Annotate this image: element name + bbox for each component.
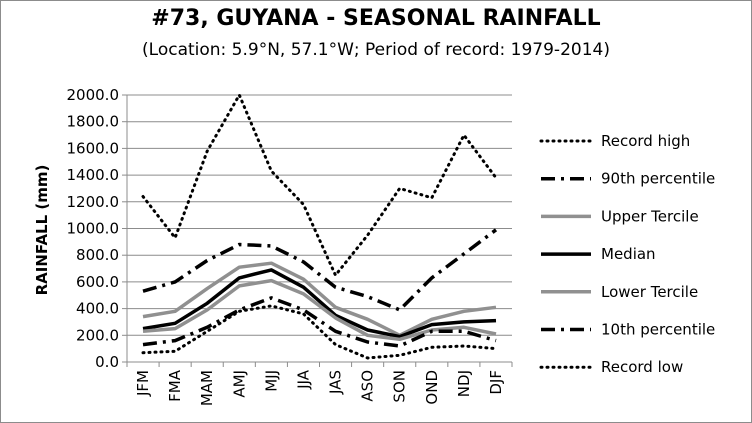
y-tick-label: 1200.0 — [67, 193, 120, 211]
x-tick-label: JJA — [294, 369, 312, 390]
y-tick-label: 1800.0 — [67, 113, 120, 131]
x-tick-label: MAM — [198, 370, 216, 406]
series-lines — [141, 93, 498, 360]
series-line-median — [142, 268, 497, 339]
gridlines — [127, 94, 512, 336]
y-tick-label: 800.0 — [76, 246, 119, 264]
legend-label: 90th percentile — [601, 170, 715, 188]
y-tick-label: 1400.0 — [67, 166, 120, 184]
y-tick-label: 600.0 — [76, 273, 119, 291]
x-tick-labels: JFM FMA MAM AMJ MJJ JJA JAS ASO SON OND NDJ DJF — [134, 369, 505, 406]
y-tick-label: 0.0 — [95, 353, 119, 371]
series-line-record-low — [141, 304, 498, 360]
legend-label: Record high — [601, 132, 690, 150]
legend-label: Lower Tercile — [601, 283, 698, 301]
x-tick-label: JAS — [327, 370, 345, 395]
y-tick-label: 200.0 — [76, 326, 119, 344]
x-tick-label: JFM — [134, 370, 152, 397]
x-tick-label: SON — [391, 370, 409, 403]
y-tick-label: 400.0 — [76, 300, 119, 318]
x-tick-label: OND — [423, 370, 441, 405]
series-line-record-high — [141, 93, 498, 277]
legend: Record high 90th percentile Upper Tercile M… — [539, 132, 715, 376]
series-line-10th-percentile — [142, 296, 497, 348]
legend-label: Record low — [601, 358, 683, 376]
y-tick-label: 2000.0 — [67, 86, 120, 104]
series-line-90th-percentile — [142, 228, 498, 312]
axes — [122, 94, 513, 367]
x-tick-label: ASO — [359, 370, 377, 402]
x-tick-label: AMJ — [230, 370, 248, 398]
legend-label: 10th percentile — [601, 321, 715, 339]
series-line-lower-tercile — [142, 278, 497, 342]
chart-title: #73, GUYANA - SEASONAL RAINFALL — [151, 6, 601, 31]
x-tick-label: NDJ — [455, 370, 473, 397]
y-tick-label: 1000.0 — [67, 220, 120, 238]
legend-label: Median — [601, 245, 656, 263]
y-tick-labels: 0.0 200.0 400.0 600.0 800.0 1000.0 1200.0 1400.… — [67, 86, 120, 371]
x-tick-label: DJF — [487, 370, 505, 395]
x-tick-label: MJJ — [262, 370, 280, 392]
x-tick-label: FMA — [166, 369, 184, 402]
legend-label: Upper Tercile — [601, 207, 699, 225]
y-tick-label: 1600.0 — [67, 139, 120, 157]
series-line-upper-tercile — [142, 261, 497, 338]
y-axis-label: RAINFALL (mm) — [33, 165, 51, 296]
chart-subtitle: (Location: 5.9°N, 57.1°W; Period of reco… — [142, 40, 610, 60]
